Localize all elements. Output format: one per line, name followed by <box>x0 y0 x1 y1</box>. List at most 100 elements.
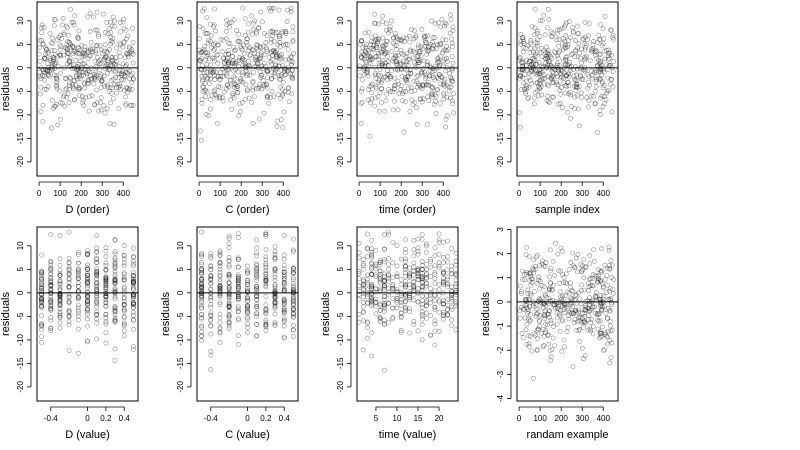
data-point <box>552 343 558 348</box>
data-point <box>235 231 241 236</box>
data-point <box>217 94 222 100</box>
data-point <box>130 40 136 45</box>
data-point <box>200 88 206 94</box>
data-point <box>119 72 124 78</box>
data-point <box>602 101 607 106</box>
data-point <box>116 106 122 111</box>
data-point <box>436 76 441 81</box>
data-point <box>94 286 100 292</box>
data-point <box>121 77 127 83</box>
data-point <box>518 41 524 47</box>
data-point <box>210 70 216 75</box>
data-point <box>444 113 450 119</box>
data-point <box>610 84 616 90</box>
data-point <box>280 79 286 85</box>
data-point <box>58 100 64 105</box>
data-point <box>79 73 84 79</box>
data-point <box>235 308 241 314</box>
data-point <box>417 84 423 90</box>
data-point <box>208 62 213 68</box>
data-point <box>226 272 232 278</box>
data-point <box>112 238 118 243</box>
data-point <box>45 69 51 75</box>
data-point <box>91 14 96 20</box>
data-point <box>403 78 409 83</box>
data-point <box>47 31 53 36</box>
data-point <box>430 75 436 81</box>
data-point <box>269 75 274 81</box>
data-point <box>66 264 72 270</box>
data-point <box>607 56 612 62</box>
data-point <box>255 60 261 65</box>
data-point <box>123 101 129 106</box>
data-point <box>539 77 544 82</box>
data-point <box>199 333 204 338</box>
data-point <box>98 72 104 77</box>
data-point <box>221 89 227 95</box>
data-point <box>82 44 88 50</box>
data-point <box>66 348 72 353</box>
data-point <box>104 106 110 112</box>
data-point <box>375 21 381 27</box>
data-point <box>251 47 256 53</box>
data-point <box>75 294 81 300</box>
data-point <box>283 31 289 36</box>
data-point <box>277 40 283 45</box>
data-point <box>57 301 63 307</box>
plot-frame <box>36 226 139 402</box>
data-point <box>52 103 57 109</box>
data-point <box>85 267 90 273</box>
data-point <box>373 84 379 90</box>
data-point <box>376 37 382 43</box>
data-point <box>114 90 119 96</box>
data-point <box>579 60 584 66</box>
data-point <box>584 95 589 101</box>
data-point <box>83 64 89 69</box>
data-point <box>420 96 426 102</box>
data-point <box>39 305 44 311</box>
data-point <box>67 58 72 63</box>
data-point <box>289 91 295 97</box>
data-point <box>520 74 525 80</box>
data-point <box>70 51 76 56</box>
data-point <box>244 36 250 42</box>
data-point <box>611 36 616 42</box>
data-point <box>394 273 400 279</box>
data-point <box>528 58 534 64</box>
data-point <box>589 49 594 55</box>
data-point <box>101 48 107 54</box>
data-point <box>381 367 387 373</box>
data-point <box>198 128 203 134</box>
data-point <box>81 72 86 78</box>
data-point <box>124 86 130 91</box>
data-point <box>226 273 232 279</box>
data-point <box>285 86 291 92</box>
x-tick-label: 200 <box>75 189 89 198</box>
data-point <box>278 54 284 60</box>
data-point <box>401 52 407 57</box>
scatter-points <box>517 240 616 381</box>
data-point <box>205 31 211 36</box>
data-point <box>63 45 69 51</box>
data-point <box>607 360 613 366</box>
data-point <box>231 81 237 87</box>
data-point <box>125 70 131 76</box>
data-point <box>214 53 220 58</box>
data-point <box>121 323 127 329</box>
data-point <box>405 85 411 91</box>
data-point <box>278 73 284 79</box>
data-point <box>529 81 534 87</box>
data-point <box>272 268 278 274</box>
x-tick-label: 100 <box>373 189 387 198</box>
data-point <box>118 87 123 92</box>
data-point <box>103 291 109 296</box>
data-point <box>598 76 603 82</box>
data-point <box>199 66 204 72</box>
data-point <box>376 61 382 66</box>
data-point <box>94 304 100 310</box>
data-point <box>540 258 545 264</box>
data-point <box>103 293 109 299</box>
data-point <box>532 54 538 59</box>
data-point <box>539 54 545 60</box>
